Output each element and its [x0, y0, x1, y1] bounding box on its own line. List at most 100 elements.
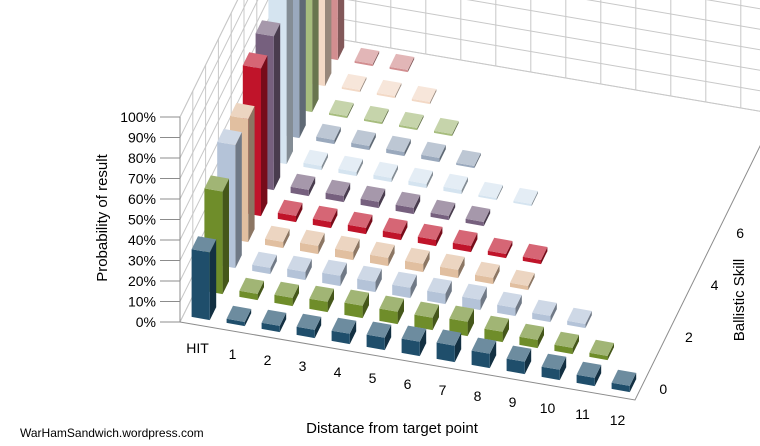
bar-bs2-6: [427, 277, 452, 305]
bar-bs5-3: [360, 185, 386, 209]
x-tick-label: 9: [509, 394, 517, 410]
x-tick-label: 1: [229, 346, 237, 362]
gridline-horizontal: [179, 0, 269, 179]
y-axis-title: Probability of result: [94, 153, 111, 281]
y-tick-label: 30%: [128, 253, 156, 269]
bar-bs3-1: [265, 225, 290, 249]
chart-labels: 0%10%20%30%40%50%60%70%80%90%100%HIT 1 2 3 4…: [120, 109, 744, 428]
bar-bs3-5: [405, 247, 430, 273]
y-tick-label: 90%: [128, 130, 156, 146]
bar-bs6-7: [513, 187, 538, 207]
bar-bs0-11: [576, 361, 602, 387]
depth-tick-label: 6: [736, 225, 744, 241]
bar-bs3-2: [300, 229, 325, 255]
x-tick-label: 12: [610, 412, 626, 428]
depth-tick-label: 2: [685, 329, 693, 345]
y-tick-label: 0%: [136, 314, 156, 330]
y-tick-label: 70%: [128, 171, 156, 187]
bar-bs1-9: [519, 323, 544, 349]
bar-bs0-9: [506, 345, 532, 375]
bar-bs3-7: [475, 261, 500, 285]
y-tick-label: 50%: [128, 212, 156, 228]
bar-bs5-1: [290, 173, 316, 197]
x-tick-label: 4: [334, 364, 342, 380]
bar-bs5-4: [395, 191, 421, 215]
bar-bs5-5: [430, 199, 456, 221]
depth-tick-label: 0: [659, 381, 667, 397]
x-tick-label: 11: [575, 406, 590, 422]
bar-bs2-9: [532, 299, 557, 323]
gridline-horizontal: [179, 0, 249, 138]
credit-text: WarHamSandwich.wordpress.com: [20, 426, 204, 440]
x-tick-label: 10: [540, 400, 556, 416]
x-tick-label: 7: [439, 382, 447, 398]
bar-bs3-8: [510, 269, 535, 291]
bar-bs1-11: [589, 339, 614, 361]
bar-bs6-6: [478, 181, 503, 201]
bar-bs7-4: [421, 141, 446, 163]
bar-bs1-6: [414, 301, 439, 331]
bar-bs10-2: [389, 53, 415, 73]
bar-bs1-2: [274, 281, 299, 307]
x-tick-label: 6: [404, 376, 412, 392]
bar-bs2-4: [357, 265, 382, 293]
bar-bs2-10: [567, 307, 592, 329]
bar-bs3-4: [370, 241, 395, 267]
bar-bs0-4: [331, 317, 357, 345]
chart-bars: [191, 0, 637, 393]
bar-bs8-1: [329, 99, 354, 119]
bar-bs3-6: [440, 253, 465, 279]
y-tick-label: 80%: [128, 150, 156, 166]
bar-bs9-3: [411, 85, 437, 105]
bar-bs2-2: [287, 255, 312, 281]
bar-bs4-5: [417, 223, 443, 247]
bar-bs2-8: [497, 291, 522, 317]
bar-bs5-2: [325, 179, 351, 203]
bar-bs0-1: [226, 305, 252, 327]
bar-bs0-8: [471, 337, 497, 369]
bar-bs2-1: [252, 251, 277, 275]
x-tick-label: HIT: [186, 340, 209, 356]
y-tick-label: 100%: [120, 109, 156, 125]
bar-bs0-2: [261, 309, 287, 333]
bar-bs0-12: [611, 369, 637, 393]
bar-bs1-8: [484, 315, 509, 343]
floor-edge: [179, 144, 760, 401]
x-tick-label: 5: [369, 370, 377, 386]
bar-bs1-5: [379, 295, 404, 325]
bar-bs4-1: [277, 199, 303, 223]
bar-bs8-4: [434, 117, 459, 137]
gridline-horizontal: [179, 0, 279, 200]
depth-tick-label: 4: [711, 277, 719, 293]
bar-bs1-3: [309, 285, 334, 313]
x-tick-label: 2: [264, 352, 272, 368]
bar-bs6-5: [443, 173, 468, 195]
bar-bs2-5: [392, 271, 417, 299]
bar-bs0-10: [541, 353, 567, 381]
bar-bs0-5: [366, 321, 392, 351]
bar-bs4-4: [382, 217, 408, 241]
bar-bs0-6: [401, 325, 427, 357]
x-tick-label: 3: [299, 358, 307, 374]
bar-bs7-5: [456, 149, 481, 169]
x-axis-title: Distance from target point: [306, 420, 479, 437]
bar-bs6-1: [303, 149, 328, 171]
gridline-horizontal: [179, 0, 239, 118]
bar-bs1-4: [344, 289, 369, 319]
bar-bs7-1: [316, 123, 341, 145]
bar-bs0-HIT: [191, 236, 217, 321]
bar-bs4-2: [312, 205, 338, 229]
bar-bs10-1: [354, 47, 380, 67]
x-tick-label: 8: [474, 388, 482, 404]
bar-bs1-1: [239, 277, 264, 301]
bar-bs0-7: [436, 329, 462, 363]
bar-bs8-2: [364, 105, 389, 125]
bar-bs8-3: [399, 111, 424, 131]
bar-bs6-3: [373, 161, 398, 183]
bar-bs7-2: [351, 129, 376, 151]
bar-bs4-8: [522, 243, 548, 265]
bar-bs4-7: [487, 237, 513, 259]
bar-bs5-6: [465, 205, 491, 227]
y-tick-label: 20%: [128, 273, 156, 289]
